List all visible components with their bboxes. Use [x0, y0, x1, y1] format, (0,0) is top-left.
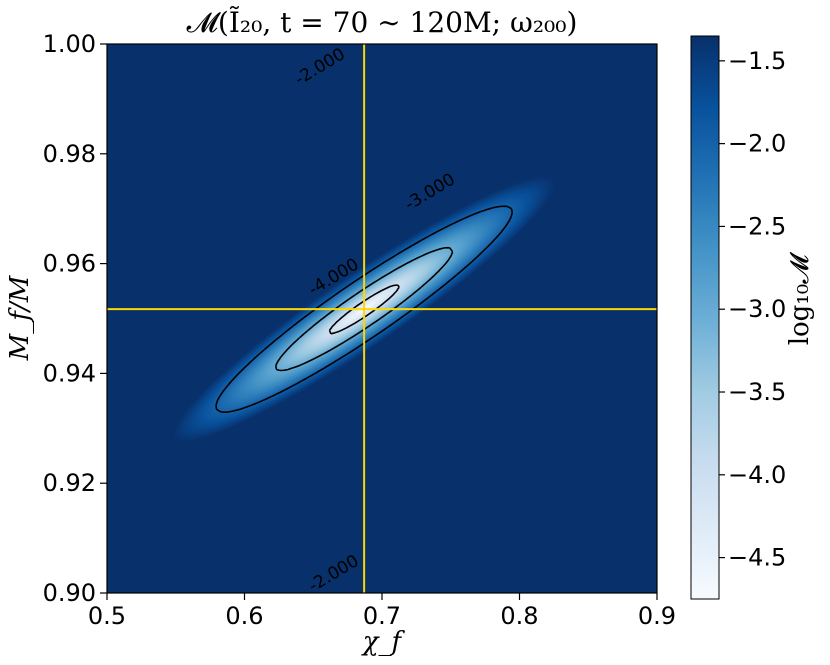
- y-tick-label: 0.90: [43, 579, 96, 607]
- colorbar-tick-label: −1.5: [728, 47, 786, 75]
- colorbar-tick-label: −3.5: [728, 378, 786, 406]
- contour-line-2: [215, 205, 514, 413]
- x-tick-label: 0.6: [225, 602, 263, 630]
- colorbar-tick-label: −2.0: [728, 130, 786, 158]
- y-tick-label: 1.00: [43, 30, 96, 58]
- contour-line-0: [328, 284, 400, 335]
- x-axis-label: χ_f: [361, 627, 406, 657]
- colorbar-tick-label: −2.5: [728, 212, 786, 240]
- heatmap-image: [107, 44, 657, 593]
- x-axis-ticks: 0.5 0.6 0.7 0.8 0.9: [88, 593, 676, 630]
- contour-group: [215, 205, 514, 413]
- colorbar-tick-label: −4.5: [728, 544, 786, 572]
- colorbar-tick-label: −3.0: [728, 295, 786, 323]
- y-tick-label: 0.94: [43, 359, 96, 387]
- y-tick-label: 0.92: [43, 469, 96, 497]
- y-axis-label: M_f/M: [5, 274, 35, 361]
- x-tick-label: 0.5: [88, 602, 126, 630]
- x-tick-label: 0.9: [638, 602, 676, 630]
- x-tick-label: 0.7: [363, 602, 401, 630]
- y-tick-label: 0.98: [43, 140, 96, 168]
- x-tick-label: 0.8: [500, 602, 538, 630]
- colorbar-tick-label: −4.0: [728, 461, 786, 489]
- colorbar-ticks: −1.5 −2.0 −2.5 −3.0 −3.5 −4.0 −4.5: [719, 47, 786, 572]
- contour-line-1: [275, 246, 454, 372]
- chart-title: 𝓜(Ĩ₂₀, t = 70 ∼ 120M; ω₂₀₀): [187, 6, 578, 39]
- y-tick-label: 0.96: [43, 250, 96, 278]
- colorbar-label: log₁₀𝓜: [785, 252, 815, 345]
- y-axis-ticks: 0.90 0.92 0.94 0.96 0.98 1.00: [43, 30, 107, 607]
- colorbar: [690, 35, 720, 600]
